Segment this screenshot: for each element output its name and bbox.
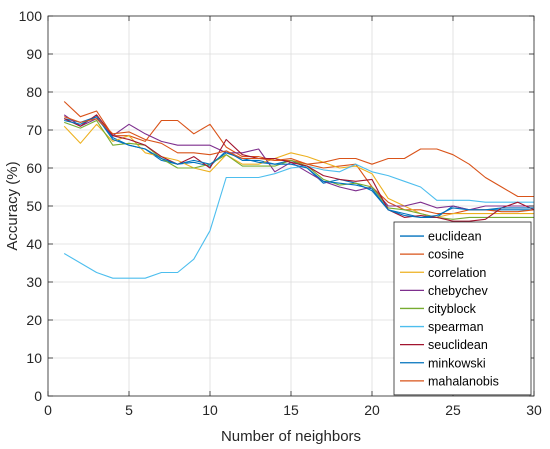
legend-label-euclidean: euclidean xyxy=(428,230,482,244)
y-tick-label: 40 xyxy=(26,236,42,252)
x-axis-label: Number of neighbors xyxy=(221,428,361,445)
legend-label-minkowski: minkowski xyxy=(428,356,486,370)
y-tick-label: 20 xyxy=(26,312,42,328)
series-line-minkowski xyxy=(64,116,534,218)
legend-label-seuclidean: seuclidean xyxy=(428,338,488,352)
x-tick-label: 30 xyxy=(526,402,542,418)
x-tick-label: 5 xyxy=(125,402,133,418)
series-line-seuclidean xyxy=(63,114,535,222)
y-tick-label: 50 xyxy=(26,198,42,214)
legend-label-cityblock: cityblock xyxy=(428,302,477,316)
series-lines xyxy=(63,101,535,279)
y-tick-label: 90 xyxy=(26,46,42,62)
series-line-spearman xyxy=(63,163,534,279)
legend-label-mahalanobis: mahalanobis xyxy=(428,374,499,388)
y-tick-label: 10 xyxy=(26,350,42,366)
x-tick-label: 0 xyxy=(44,402,52,418)
legend-label-cosine: cosine xyxy=(428,248,464,262)
legend-label-correlation: correlation xyxy=(428,266,486,280)
y-tick-label: 100 xyxy=(19,8,43,24)
series-line-cosine xyxy=(63,101,535,215)
x-tick-label: 25 xyxy=(445,402,461,418)
y-tick-label: 70 xyxy=(26,122,42,138)
x-tick-label: 20 xyxy=(364,402,380,418)
y-tick-label: 0 xyxy=(34,388,42,404)
series-line-correlation xyxy=(63,123,534,218)
legend-label-spearman: spearman xyxy=(428,320,484,334)
y-tick-label: 80 xyxy=(26,84,42,100)
x-tick-label: 10 xyxy=(202,402,218,418)
legend-label-chebychev: chebychev xyxy=(428,284,489,298)
legend: euclidean cosine correlation chebychev cityb… xyxy=(393,221,532,396)
axis-ticks: 0 5 10 15 20 25 30 0 10 20 30 40 50 60 70 80 90 100 xyxy=(19,8,542,418)
y-tick-label: 30 xyxy=(26,274,42,290)
series-line-mahalanobis xyxy=(64,116,534,198)
y-tick-label: 60 xyxy=(26,160,42,176)
y-axis-label: Accuracy (%) xyxy=(4,161,21,250)
series-line-cityblock xyxy=(64,119,534,220)
x-tick-label: 15 xyxy=(283,402,299,418)
